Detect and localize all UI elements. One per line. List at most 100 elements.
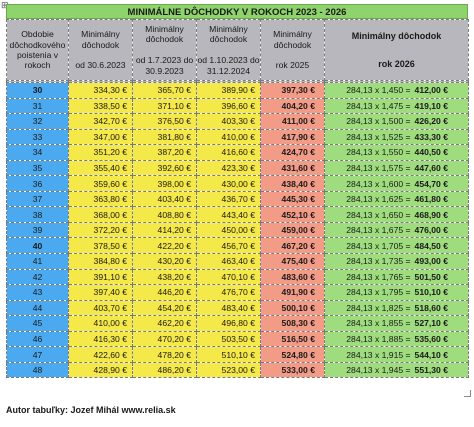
pension-until-30-6-2023-cell: 368,00 € xyxy=(68,206,133,223)
formula-text: 284,13 x 1,500 = xyxy=(346,116,411,127)
years-cell: 38 xyxy=(6,206,69,223)
pension-until-30-6-2023-cell: 410,00 € xyxy=(68,315,133,332)
pension-2025-cell: 397,30 € xyxy=(260,82,325,99)
pension-jul-sep-2023-cell: 371,10 € xyxy=(132,97,197,115)
table-row: 34 351,20 €387,20 €416,60 €424,70 €284,13… xyxy=(6,144,469,161)
pension-oct2023-dec2024-cell: 510,10 € xyxy=(196,346,261,363)
pension-2025-cell: 411,00 € xyxy=(260,113,325,130)
pension-2025-cell: 475,40 € xyxy=(260,253,325,270)
table-row: 46 416,30 €470,20 €503,50 €516,50 €284,13… xyxy=(6,330,469,348)
years-cell: 46 xyxy=(6,330,69,348)
table-row: 35 355,40 €392,60 €423,30 €431,60 €284,13… xyxy=(6,159,469,177)
formula-text: 284,13 x 1,705 = xyxy=(346,240,411,251)
years-cell: 32 xyxy=(6,113,69,130)
pension-jul-sep-2023-cell: 446,20 € xyxy=(132,284,197,301)
years-cell: 33 xyxy=(6,128,69,146)
pension-until-30-6-2023-cell: 428,90 € xyxy=(68,361,133,379)
table-row: 31 338,50 €371,10 €396,60 €404,20 €284,13… xyxy=(6,97,469,115)
pension-jul-sep-2023-cell: 398,00 € xyxy=(132,175,197,192)
pension-oct2023-dec2024-cell: 416,60 € xyxy=(196,144,261,161)
pension-jul-sep-2023-cell: 486,20 € xyxy=(132,361,197,379)
header-2025: Minimálny dôchodok rok 2025 xyxy=(260,19,325,81)
pension-2026-cell: 284,13 x 1,450 = 412,00 € xyxy=(324,82,469,99)
years-cell: 34 xyxy=(6,144,69,161)
years-cell: 31 xyxy=(6,97,69,115)
formula-text: 284,13 x 1,650 = xyxy=(346,209,411,220)
pension-2026-cell: 284,13 x 1,650 = 468,90 € xyxy=(324,206,469,223)
header-period: Obdobie dôchodkového poistenia v rokoch xyxy=(6,19,69,81)
header-oct2023-dec2024: Minimálny dôchodok od 1.10.2023 do 31.12.… xyxy=(196,19,261,81)
years-cell: 43 xyxy=(6,284,69,301)
pension-2026-value: 419,10 € xyxy=(414,100,448,111)
pension-2026-cell: 284,13 x 1,795 = 510,10 € xyxy=(324,284,469,301)
pension-jul-sep-2023-cell: 470,20 € xyxy=(132,330,197,348)
pension-2025-cell: 467,20 € xyxy=(260,237,325,255)
pension-2026-value: 551,30 € xyxy=(414,365,448,376)
pension-2026-cell: 284,13 x 1,500 = 426,20 € xyxy=(324,113,469,130)
pension-2025-cell: 500,10 € xyxy=(260,299,325,317)
pension-jul-sep-2023-cell: 454,20 € xyxy=(132,299,197,317)
pension-jul-sep-2023-cell: 376,50 € xyxy=(132,113,197,130)
formula-text: 284,13 x 1,675 = xyxy=(346,225,411,236)
pension-2026-value: 426,20 € xyxy=(414,116,448,127)
pension-2026-cell: 284,13 x 1,705 = 484,50 € xyxy=(324,237,469,255)
pension-2025-cell: 459,00 € xyxy=(260,221,325,239)
pension-oct2023-dec2024-cell: 436,70 € xyxy=(196,190,261,208)
pension-2026-value: 535,60 € xyxy=(414,334,448,345)
pension-oct2023-dec2024-cell: 403,30 € xyxy=(196,113,261,130)
resize-handle[interactable] xyxy=(464,390,471,397)
pension-oct2023-dec2024-cell: 483,40 € xyxy=(196,299,261,317)
pension-until-30-6-2023-cell: 342,70 € xyxy=(68,113,133,130)
pension-2025-cell: 431,60 € xyxy=(260,159,325,177)
pension-jul-sep-2023-cell: 422,20 € xyxy=(132,237,197,255)
years-cell: 48 xyxy=(6,361,69,379)
pension-2026-value: 447,60 € xyxy=(414,163,448,173)
pension-until-30-6-2023-cell: 355,40 € xyxy=(68,159,133,177)
pension-until-30-6-2023-cell: 397,40 € xyxy=(68,284,133,301)
formula-text: 284,13 x 1,915 = xyxy=(346,349,411,360)
pension-table-sheet: MINIMÁLNE DÔCHODKY V ROKOCH 2023 - 2026 … xyxy=(6,4,469,379)
pension-jul-sep-2023-cell: 365,70 € xyxy=(132,82,197,99)
table-row: 48 428,90 €486,20 €523,00 €533,00 €284,13… xyxy=(6,361,469,379)
pension-until-30-6-2023-cell: 359,60 € xyxy=(68,175,133,192)
table-row: 39 372,20 €414,20 €450,00 €459,00 €284,13… xyxy=(6,221,469,239)
table-row: 41 384,80 €430,20 €463,40 €475,40 €284,13… xyxy=(6,253,469,270)
table-row: 43 397,40 €446,20 €476,70 €491,90 €284,13… xyxy=(6,284,469,301)
formula-text: 284,13 x 1,550 = xyxy=(346,147,411,158)
pension-2026-value: 544,10 € xyxy=(414,349,448,360)
pension-2026-cell: 284,13 x 1,625 = 461,80 € xyxy=(324,190,469,208)
years-cell: 36 xyxy=(6,175,69,192)
pension-until-30-6-2023-cell: 334,30 € xyxy=(68,82,133,99)
header-row: Obdobie dôchodkového poistenia v rokoch … xyxy=(6,19,469,81)
formula-text: 284,13 x 1,735 = xyxy=(346,256,411,267)
pension-table: Obdobie dôchodkového poistenia v rokoch … xyxy=(6,19,469,379)
pension-2025-cell: 452,10 € xyxy=(260,206,325,223)
years-cell: 35 xyxy=(6,159,69,177)
pension-2026-cell: 284,13 x 1,885 = 535,60 € xyxy=(324,330,469,348)
table-row: 40 378,50 €422,20 €456,70 €467,20 €284,13… xyxy=(6,237,469,255)
formula-text: 284,13 x 1,825 = xyxy=(346,302,411,313)
table-body: 30 334,30 €365,70 €389,90 €397,30 €284,13… xyxy=(6,82,469,379)
pension-2025-cell: 417,90 € xyxy=(260,128,325,146)
move-handle-icon[interactable]: ⊞ xyxy=(1,0,9,10)
pension-2026-cell: 284,13 x 1,475 = 419,10 € xyxy=(324,97,469,115)
formula-text: 284,13 x 1,765 = xyxy=(346,271,411,282)
years-cell: 41 xyxy=(6,253,69,270)
pension-until-30-6-2023-cell: 403,70 € xyxy=(68,299,133,317)
pension-until-30-6-2023-cell: 363,80 € xyxy=(68,190,133,208)
years-cell: 40 xyxy=(6,237,69,255)
pension-oct2023-dec2024-cell: 523,00 € xyxy=(196,361,261,379)
formula-text: 284,13 x 1,945 = xyxy=(346,365,411,376)
years-cell: 47 xyxy=(6,346,69,363)
pension-oct2023-dec2024-cell: 463,40 € xyxy=(196,253,261,270)
formula-text: 284,13 x 1,795 = xyxy=(346,287,411,298)
pension-2026-value: 501,50 € xyxy=(414,271,448,282)
pension-jul-sep-2023-cell: 392,60 € xyxy=(132,159,197,177)
pension-jul-sep-2023-cell: 430,20 € xyxy=(132,253,197,270)
pension-2026-value: 440,50 € xyxy=(414,147,448,158)
formula-text: 284,13 x 1,525 = xyxy=(346,131,411,142)
pension-2026-cell: 284,13 x 1,550 = 440,50 € xyxy=(324,144,469,161)
pension-oct2023-dec2024-cell: 423,30 € xyxy=(196,159,261,177)
years-cell: 42 xyxy=(6,268,69,286)
pension-until-30-6-2023-cell: 416,30 € xyxy=(68,330,133,348)
